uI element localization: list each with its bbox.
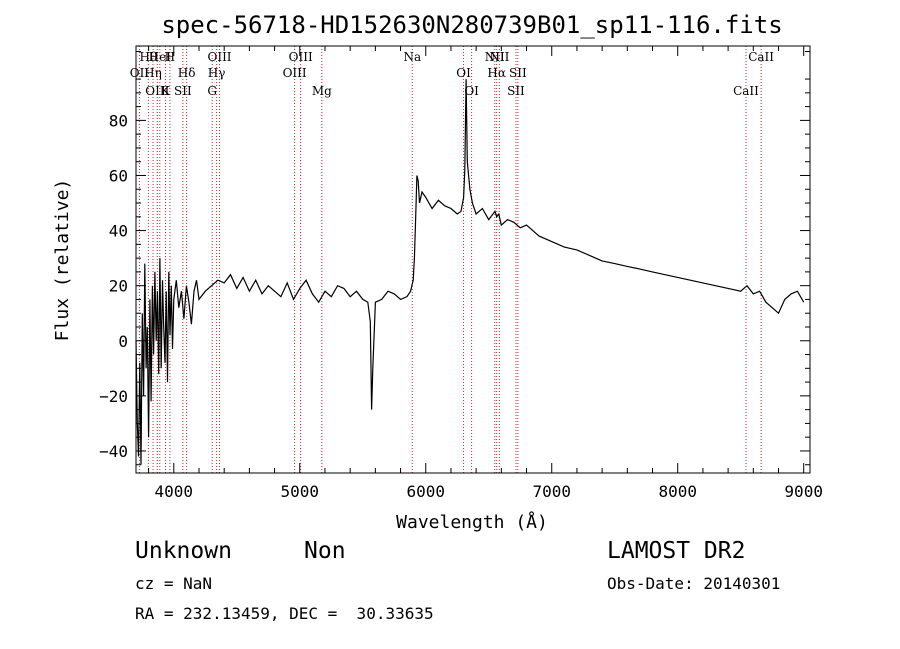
x-axis: 4000 5000 6000 7000 8000 9000 bbox=[148, 46, 823, 501]
chart-title: spec-56718-HD152630N280739B01_sp11-116.f… bbox=[161, 11, 782, 39]
line-label: OII bbox=[130, 66, 150, 80]
spectrum-series bbox=[135, 79, 805, 465]
line-label: Mg bbox=[312, 84, 332, 98]
class-label: Unknown bbox=[135, 538, 232, 564]
survey-label: LAMOST DR2 bbox=[607, 538, 746, 564]
line-label: Hθ bbox=[139, 50, 157, 64]
line-label: NII bbox=[489, 50, 509, 64]
x-axis-label: Wavelength (Å) bbox=[396, 511, 548, 533]
y-tick-label: 0 bbox=[118, 332, 128, 351]
y-tick-label: 60 bbox=[109, 166, 128, 185]
x-tick-label: 6000 bbox=[406, 482, 445, 501]
y-tick-label: 40 bbox=[109, 222, 128, 241]
line-label: Hη bbox=[144, 66, 162, 80]
x-tick-label: 9000 bbox=[784, 482, 823, 501]
y-axis: −40 −20 0 20 40 60 80 bbox=[99, 51, 810, 466]
line-label: Hδ bbox=[178, 66, 196, 80]
x-tick-label: 7000 bbox=[532, 482, 571, 501]
line-label: OI bbox=[464, 84, 479, 98]
line-label: SII bbox=[507, 84, 525, 98]
subclass-label: Non bbox=[304, 538, 346, 564]
line-label: G bbox=[207, 84, 217, 98]
line-label: OIII bbox=[289, 50, 313, 64]
obs-date-label: Obs-Date: 20140301 bbox=[607, 574, 781, 593]
y-tick-label: −20 bbox=[99, 387, 128, 406]
line-label: NII bbox=[485, 50, 505, 64]
line-label: Hα bbox=[487, 66, 506, 80]
line-markers bbox=[138, 46, 762, 473]
coordinates-label: RA = 232.13459, DEC = 30.33635 bbox=[135, 604, 434, 623]
line-label: SII bbox=[174, 84, 192, 98]
y-tick-label: 20 bbox=[109, 277, 128, 296]
line-labels: Hθ OII OIII HeI Hη K HHδ SII OIII Hγ G OIII OIII Mg Na… bbox=[130, 50, 775, 98]
line-label: CaII bbox=[748, 50, 774, 64]
line-label: OIII bbox=[145, 84, 169, 98]
spectrum-line bbox=[135, 79, 805, 465]
x-tick-label: 5000 bbox=[281, 482, 320, 501]
y-tick-label: 80 bbox=[109, 111, 128, 130]
line-label: Hγ bbox=[208, 66, 226, 80]
line-label: K bbox=[161, 84, 171, 98]
line-label: OIII bbox=[207, 50, 231, 64]
line-label: SII bbox=[509, 66, 527, 80]
line-label: CaII bbox=[733, 84, 759, 98]
x-tick-label: 4000 bbox=[155, 482, 194, 501]
x-tick-label: 8000 bbox=[658, 482, 697, 501]
y-axis-label: Flux (relative) bbox=[52, 179, 73, 342]
line-label: HeI bbox=[149, 50, 172, 64]
redshift-label: cz = NaN bbox=[135, 574, 213, 593]
line-label: Na bbox=[403, 50, 421, 64]
line-label: OI bbox=[456, 66, 471, 80]
line-label: H bbox=[165, 50, 175, 64]
line-label: OIII bbox=[283, 66, 307, 80]
plot-frame bbox=[135, 45, 811, 474]
y-tick-label: −40 bbox=[99, 442, 128, 461]
